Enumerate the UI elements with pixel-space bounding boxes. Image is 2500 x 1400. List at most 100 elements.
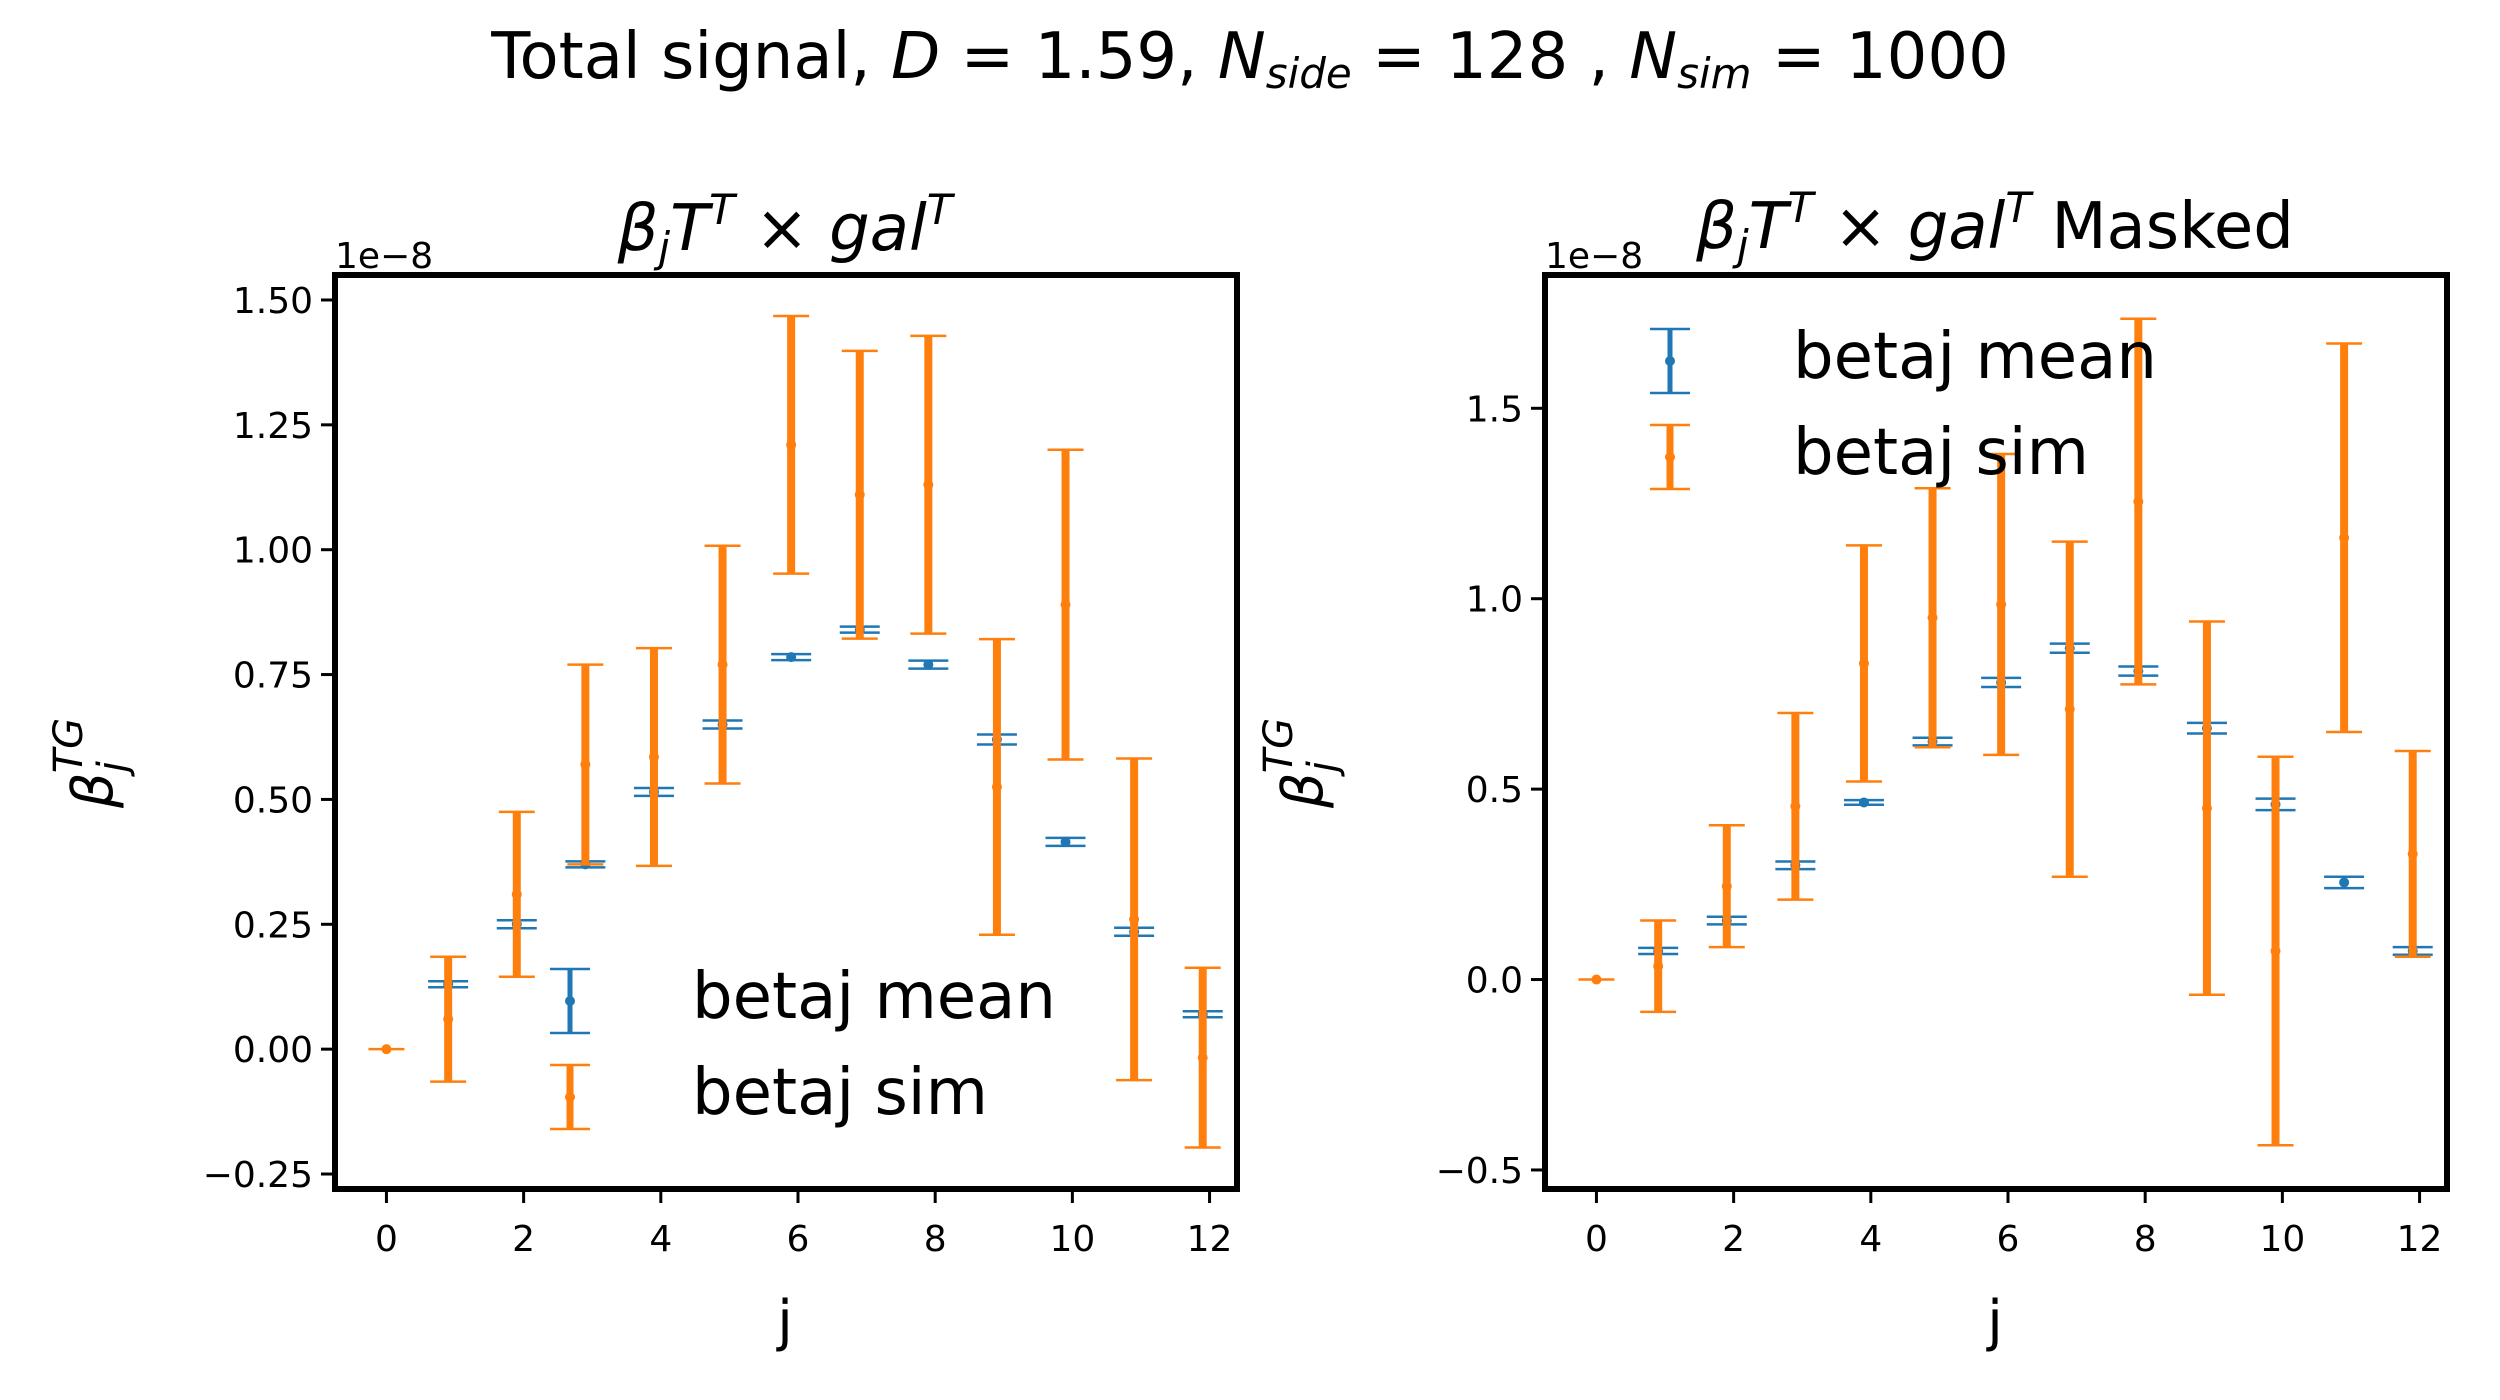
left-legend-mean-marker xyxy=(550,967,590,1035)
left-x-tick-label: 6 xyxy=(787,1219,810,1260)
right-plot-marks xyxy=(1578,317,2433,1147)
right-sim-errorbar xyxy=(1578,974,1615,985)
right-mean-point xyxy=(2339,877,2350,888)
right-panel-title: βjTT × galT Masked xyxy=(1695,183,2294,270)
right-sim-errorbar xyxy=(2257,755,2294,1147)
left-ticks: 0 2 4 6 8 10 12 −0.25 0.00 0.25 0.50 0.75 1.00 1.25 1.… xyxy=(203,281,1233,1260)
left-sim-errorbar xyxy=(841,349,878,640)
right-sim-point xyxy=(2133,496,2144,507)
left-sim-errorbar xyxy=(498,810,535,978)
right-legend-sim-point xyxy=(1665,452,1675,462)
left-sim-point xyxy=(443,1014,454,1025)
right-plot-frame xyxy=(1542,272,2450,1192)
right-sim-errorbar xyxy=(1640,919,1677,1014)
left-sim-errorbar xyxy=(1047,448,1084,761)
left-sim-errorbar xyxy=(704,544,741,785)
left-plot-marks xyxy=(368,314,1223,1149)
left-sim-point xyxy=(1129,914,1140,925)
left-x-axis-label: j xyxy=(775,1289,793,1354)
left-x-tick-label: 2 xyxy=(512,1219,535,1260)
right-x-axis-label: j xyxy=(1985,1289,2003,1354)
left-sim-errorbar xyxy=(978,637,1015,937)
left-y-tick-label: −0.25 xyxy=(203,1155,313,1196)
left-legend-sim-marker xyxy=(550,1063,590,1131)
left-legend: betaj mean betaj sim xyxy=(550,960,1056,1131)
right-legend-sim-marker xyxy=(1650,423,1690,491)
left-sim-errorbar xyxy=(773,314,810,575)
right-sim-point xyxy=(1858,658,1869,669)
left-offset-text: 1e−8 xyxy=(335,236,433,277)
right-sim-errorbar xyxy=(2120,317,2157,686)
left-sim-errorbar xyxy=(567,663,604,866)
left-legend-sim-label: betaj sim xyxy=(692,1056,988,1130)
right-x-tick-label: 0 xyxy=(1585,1219,1608,1260)
left-legend-mean-point xyxy=(565,996,575,1006)
left-sim-point xyxy=(580,759,591,770)
right-y-axis-label: βjTG xyxy=(1256,718,1346,809)
left-y-tick-label: 0.25 xyxy=(233,905,313,946)
left-mean-errorbar xyxy=(771,652,812,663)
right-sim-point xyxy=(1790,801,1801,812)
right-sim-errorbar xyxy=(1708,824,1745,949)
right-sim-point xyxy=(2407,848,2418,859)
left-y-tick-label: 1.50 xyxy=(233,281,313,322)
right-sim-point xyxy=(2064,704,2075,715)
right-legend: betaj mean betaj sim xyxy=(1650,320,2157,491)
right-sim-point xyxy=(1653,961,1664,972)
right-legend-mean-point xyxy=(1665,356,1675,366)
right-x-tick-label: 12 xyxy=(2397,1219,2443,1260)
right-sim-errorbar xyxy=(1983,452,2020,757)
right-sim-point xyxy=(1927,612,1938,623)
left-y-axis-label: βjTG xyxy=(46,718,136,809)
right-x-tick-label: 8 xyxy=(2134,1219,2157,1260)
left-panel: βjTT × galT 1e−8 βjTG j 0 2 4 6 8 10 12 −0.25 0.… xyxy=(46,185,1240,1354)
right-y-tick-label: −0.5 xyxy=(1436,1151,1523,1192)
right-mean-point xyxy=(1858,797,1869,808)
right-sim-point xyxy=(2270,945,2281,956)
left-y-tick-label: 0.00 xyxy=(233,1030,313,1071)
right-y-tick-label: 1.0 xyxy=(1466,580,1523,621)
right-sim-point xyxy=(2201,803,2212,814)
left-sim-errorbar xyxy=(1116,757,1153,1082)
left-sim-errorbar xyxy=(635,646,672,868)
right-y-tick-label: 0.0 xyxy=(1466,961,1523,1002)
left-sim-point xyxy=(1060,599,1071,610)
right-offset-text: 1e−8 xyxy=(1545,236,1643,277)
left-y-tick-label: 0.75 xyxy=(233,656,313,697)
right-legend-mean-label: betaj mean xyxy=(1793,320,2157,394)
left-sim-errorbar xyxy=(430,955,467,1083)
right-x-tick-label: 6 xyxy=(1997,1219,2020,1260)
left-sim-errorbar xyxy=(368,1044,405,1055)
left-mean-errorbar xyxy=(908,659,949,670)
right-legend-mean-marker xyxy=(1650,327,1690,395)
left-mean-point xyxy=(1060,836,1071,847)
right-sim-errorbar xyxy=(2394,749,2431,958)
right-panel: βjTT × galT Masked 1e−8 βjTG j 0 2 4 6 8 10 12… xyxy=(1256,183,2450,1354)
left-x-tick-label: 0 xyxy=(375,1219,398,1260)
left-sim-errorbar xyxy=(1184,966,1221,1149)
left-sim-point xyxy=(854,489,865,500)
left-plot-frame xyxy=(332,272,1240,1192)
left-y-tick-label: 0.50 xyxy=(233,780,313,821)
left-y-tick-label: 1.00 xyxy=(233,531,313,572)
left-x-tick-label: 8 xyxy=(924,1219,947,1260)
right-y-tick-label: 0.5 xyxy=(1466,770,1523,811)
right-sim-errorbar xyxy=(2188,620,2225,997)
right-x-tick-label: 10 xyxy=(2259,1219,2305,1260)
right-sim-errorbar xyxy=(2051,540,2088,878)
left-x-tick-label: 10 xyxy=(1049,1219,1095,1260)
right-x-tick-label: 4 xyxy=(1859,1219,1882,1260)
left-sim-point xyxy=(717,659,728,670)
right-legend-sim-label: betaj sim xyxy=(1793,416,2089,490)
left-sim-point xyxy=(1197,1052,1208,1063)
left-sim-errorbar xyxy=(910,334,947,635)
left-mean-point xyxy=(923,659,934,670)
left-sim-point xyxy=(511,889,522,900)
left-y-tick-label: 1.25 xyxy=(233,406,313,447)
right-sim-point xyxy=(2339,532,2350,543)
left-legend-mean-label: betaj mean xyxy=(692,960,1056,1034)
figure-suptitle: Total signal, D = 1.59, Nside = 128 , Ns… xyxy=(490,20,2009,98)
right-sim-errorbar xyxy=(1914,487,1951,749)
left-sim-point xyxy=(991,781,1002,792)
